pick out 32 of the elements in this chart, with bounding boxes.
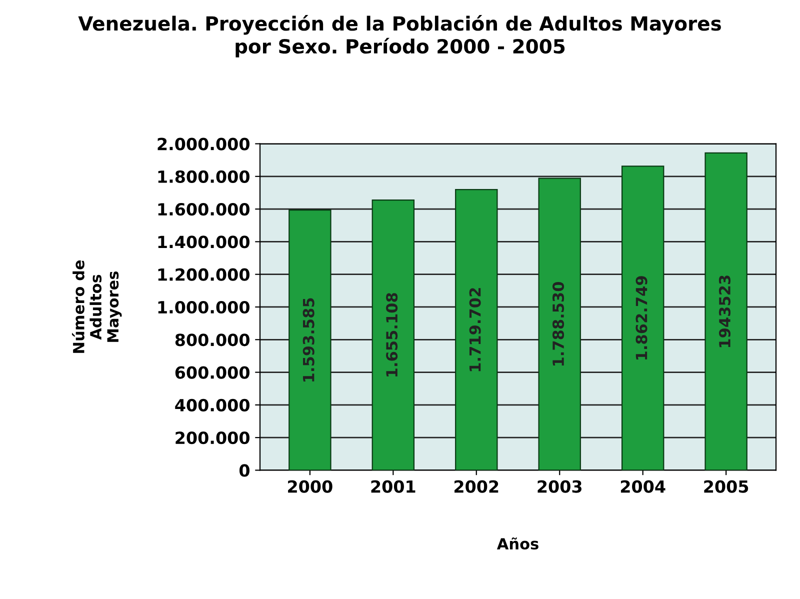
x-tick-label: 2003 (538, 480, 582, 493)
bar (538, 178, 581, 470)
x-tick-label: 2002 (454, 480, 498, 493)
bar (455, 188, 498, 470)
x-tick-label: 2001 (371, 480, 416, 493)
bar (288, 210, 332, 470)
data-label: 1.719.702 (469, 288, 481, 372)
chart-title: Venezuela. Proyección de la Población de Adultos Mayores por Sexo. Período 2000 - 2005 (78, 14, 721, 58)
y-tick-label: 1.200.000 (158, 268, 250, 281)
y-tick-label: 1.600.000 (158, 203, 250, 216)
data-label: 1.862.749 (636, 276, 648, 360)
y-tick-label: 400.000 (175, 398, 250, 412)
y-tick-label: 1.800.000 (158, 170, 250, 183)
bar (704, 152, 748, 470)
y-tick-label: 2.000.000 (158, 138, 250, 150)
y-tick-label: 200.000 (176, 432, 250, 444)
y-tick-label: 600.000 (175, 366, 250, 379)
x-axis-title: Años (496, 537, 538, 550)
y-tick-label: 0 (239, 464, 250, 477)
data-label: 1943523 (718, 276, 730, 348)
x-tick-label: 2005 (704, 480, 748, 493)
bar (372, 200, 415, 470)
x-tick-label: 2004 (620, 480, 666, 493)
bar (621, 166, 664, 470)
y-tick-label: 1.000.000 (158, 300, 250, 314)
data-label: 1.655.108 (386, 293, 398, 376)
data-label: 1.593.585 (302, 298, 314, 382)
data-label: 1.788.530 (552, 282, 564, 366)
y-tick-label: 1.400.000 (158, 236, 250, 248)
y-axis-title: Número de Adultos Mayores (72, 260, 122, 353)
x-tick-label: 2000 (288, 480, 332, 493)
y-tick-label: 800.000 (175, 334, 250, 346)
